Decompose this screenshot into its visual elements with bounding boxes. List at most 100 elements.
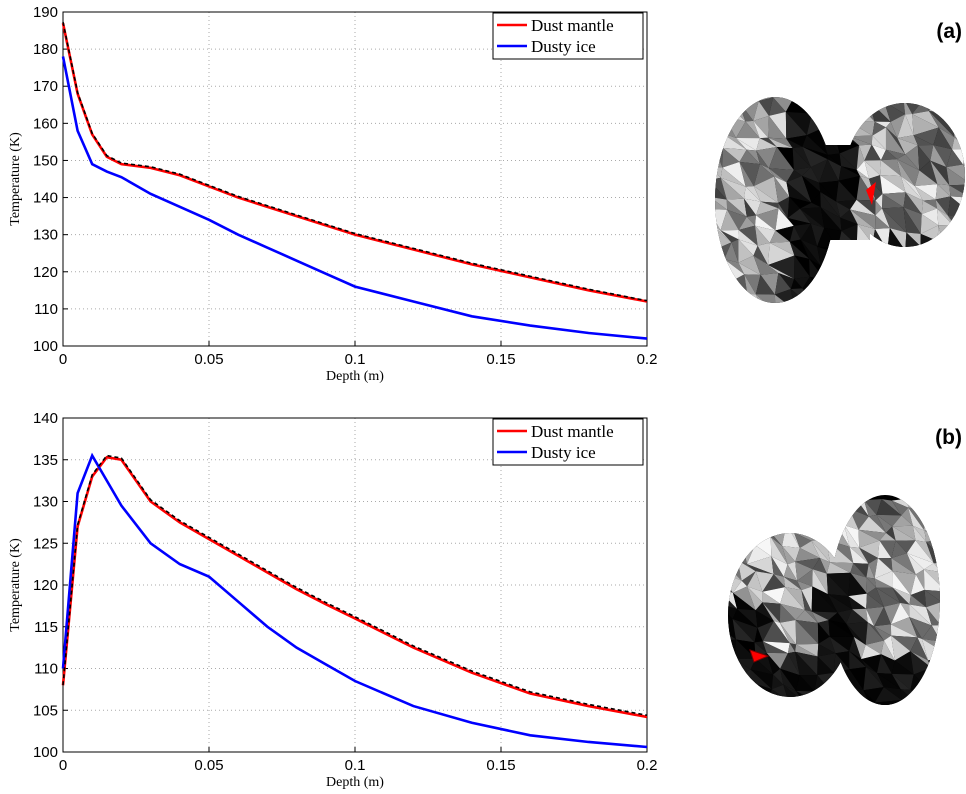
comet-facet [736, 716, 757, 739]
comet-facet [737, 521, 755, 545]
comet-facet [746, 564, 774, 575]
comet-facet [910, 589, 927, 608]
comet-facet [826, 562, 851, 574]
comet-facet [794, 310, 811, 327]
comet-facet [833, 307, 850, 327]
comet-facet [879, 532, 896, 541]
comet-facet [945, 669, 956, 692]
comet-facet [811, 611, 829, 623]
comet-facet [853, 563, 869, 578]
comet-facet [766, 652, 781, 675]
comet-facet [875, 200, 883, 216]
comet-facet [795, 644, 818, 657]
comet-facet [897, 159, 920, 187]
comet-facet [957, 634, 966, 659]
comet-facet [819, 112, 835, 134]
comet-facet [874, 718, 897, 730]
comet-facet [856, 169, 869, 179]
comet-facet [783, 684, 805, 704]
comet-facet [941, 572, 959, 595]
comet-facet [746, 215, 757, 226]
comet-facet [833, 495, 850, 513]
comet-facet [910, 651, 932, 675]
comet-facet [874, 557, 893, 579]
comet-facet [930, 144, 947, 168]
comet-facet [928, 111, 955, 138]
comet-facet [880, 175, 906, 194]
comet-facet [922, 199, 938, 209]
comet-facet [778, 208, 794, 226]
comet-facet [837, 97, 850, 123]
x-tick-label: 0 [59, 351, 67, 368]
comet-facet [795, 651, 818, 676]
comet-facet [738, 239, 758, 256]
comet-facet [768, 168, 794, 183]
comet-facet [956, 682, 966, 703]
comet-facet [785, 587, 805, 611]
comet-facet [797, 703, 819, 705]
comet-facet [910, 689, 933, 705]
comet-facet [887, 280, 907, 292]
comet-facet [903, 192, 922, 215]
comet-facet [715, 280, 730, 294]
comet-facet [929, 708, 939, 723]
x-axis-label: Depth (m) [326, 369, 384, 384]
comet-facet [875, 228, 890, 251]
y-tick-label: 100 [33, 744, 58, 761]
comet-facet [871, 243, 881, 261]
plot-frame [62, 417, 648, 753]
x-tick-label: 0.1 [345, 757, 366, 774]
comet-facet [825, 303, 839, 330]
comet-facet [874, 578, 893, 588]
panel-label: (a) [936, 20, 962, 43]
comet-facet [946, 167, 965, 186]
comet-facet [787, 218, 811, 226]
comet-facet [732, 586, 756, 611]
comet-facet [788, 701, 798, 705]
x-tick-label: 0.15 [486, 757, 515, 774]
comet-facet [762, 641, 790, 654]
comet-facet [802, 288, 828, 303]
comet-facet [880, 160, 901, 177]
comet-facet [747, 586, 763, 603]
comet-facet [849, 98, 875, 123]
y-axis-label: Temperature (K) [8, 538, 23, 632]
comet-facet [796, 643, 819, 657]
comet-facet [794, 276, 810, 289]
data-line [62, 454, 648, 717]
comet-facet [949, 258, 965, 281]
comet-facet [812, 569, 828, 595]
comet-facet [924, 589, 940, 602]
comet-facet [900, 602, 910, 618]
comet-facet [849, 651, 866, 668]
comet-facet [773, 319, 794, 338]
comet-facet [913, 323, 939, 345]
comet-facet [779, 620, 797, 645]
comet-facet [932, 292, 948, 303]
comet-facet [891, 673, 911, 690]
comet-facet [756, 150, 769, 169]
comet-facet [788, 701, 805, 705]
comet-facet [715, 196, 728, 210]
comet-facet [715, 97, 729, 106]
comet-facet [812, 569, 828, 595]
comet-facet [738, 216, 756, 230]
comet-facet [755, 294, 776, 303]
comet-facet [841, 166, 860, 176]
comet-facet [850, 572, 867, 594]
comet-facet [941, 602, 960, 625]
comet-facet [946, 164, 965, 185]
comet-facet [743, 186, 761, 202]
comet-facet [820, 97, 839, 107]
comet-facet [941, 564, 959, 577]
comet-facet [906, 540, 934, 564]
comet-facet [797, 719, 819, 735]
comet-facet [913, 127, 939, 145]
comet-facet [905, 264, 915, 281]
comet-facet [955, 588, 966, 602]
comet-facet [802, 167, 820, 183]
comet-facet [820, 265, 833, 281]
comet-facet [913, 294, 935, 303]
comet-facet [767, 701, 790, 705]
comet-facet [892, 587, 910, 605]
